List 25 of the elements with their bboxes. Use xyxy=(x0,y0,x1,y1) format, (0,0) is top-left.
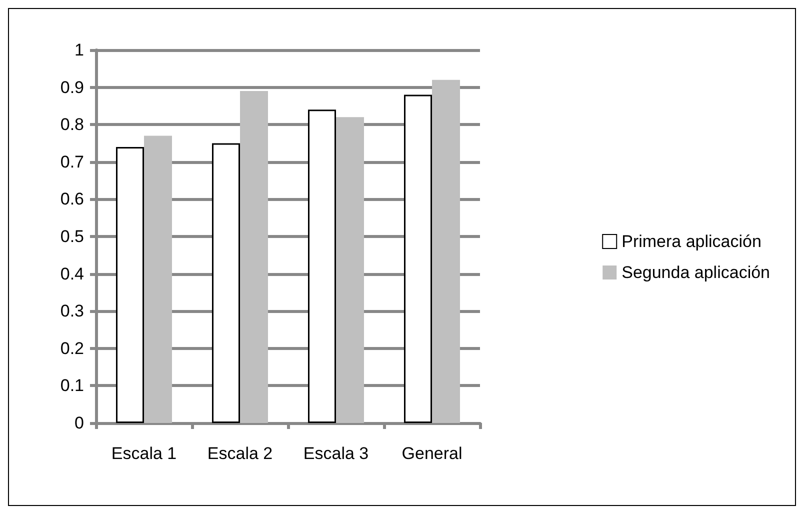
y-tick-label: 0.9 xyxy=(60,78,84,97)
bar xyxy=(336,117,364,423)
bar xyxy=(116,146,144,423)
y-tick-label: 0.3 xyxy=(60,302,84,321)
bar xyxy=(240,91,268,423)
y-tick-label: 0 xyxy=(74,414,84,432)
x-tick-label: General xyxy=(402,444,462,463)
bar xyxy=(432,80,460,423)
legend-label: Segunda aplicación xyxy=(622,263,770,282)
bar xyxy=(144,136,172,423)
legend-label: Primera aplicación xyxy=(622,232,762,251)
y-tick-label: 0.2 xyxy=(60,338,84,358)
x-tick-label: Escala 3 xyxy=(303,444,369,463)
y-tick-label: 0.5 xyxy=(60,227,84,246)
x-tick-label: Escala 2 xyxy=(207,444,273,463)
y-tick-label: 0.6 xyxy=(60,190,84,209)
bar xyxy=(404,94,432,423)
y-tick-label: 0.1 xyxy=(60,376,84,396)
y-tick-label: 1 xyxy=(74,40,84,60)
y-tick-label: 0.4 xyxy=(60,264,84,284)
x-tick-label: Escala 1 xyxy=(111,444,177,463)
bar xyxy=(308,110,336,423)
y-tick-label: 0.8 xyxy=(60,115,84,134)
bar xyxy=(212,143,240,423)
y-tick-label: 0.7 xyxy=(60,152,84,172)
